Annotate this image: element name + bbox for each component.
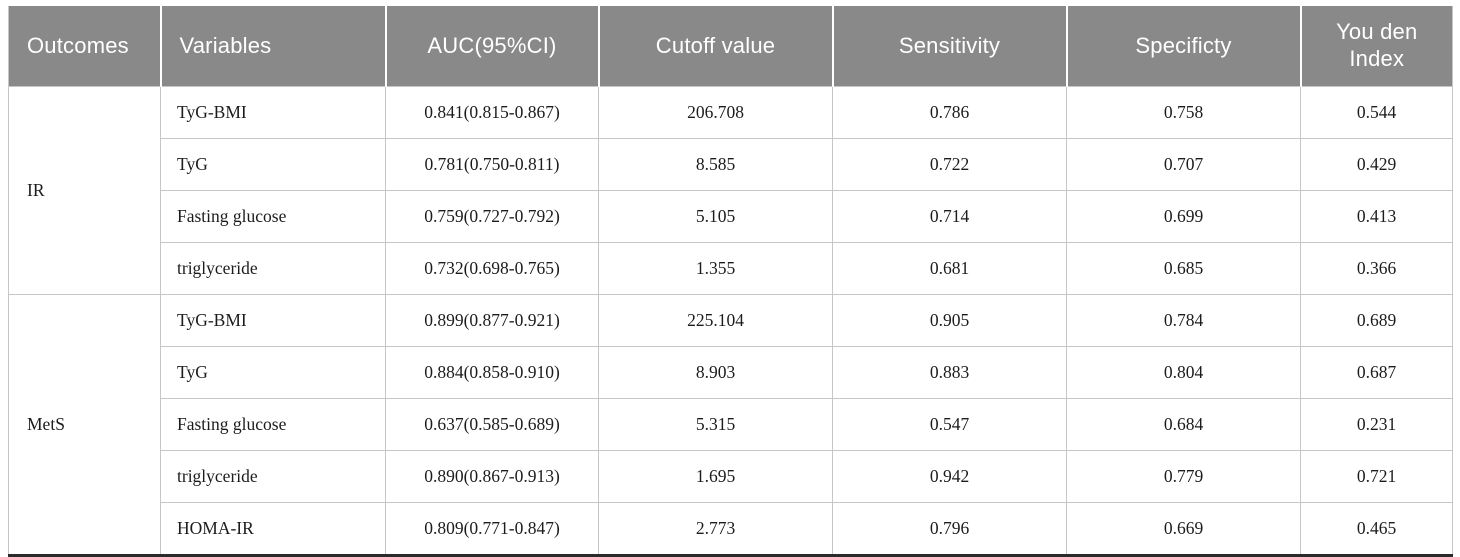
cell-sensitivity: 0.681 [832,242,1067,295]
cell-youden: 0.231 [1300,398,1453,451]
cell-cutoff: 1.695 [598,450,833,503]
cell-variable: Fasting glucose [160,398,386,451]
cell-youden: 0.465 [1300,502,1453,556]
header-row: Outcomes Variables AUC(95%CI) Cutoff val… [8,6,1453,87]
cell-variable: Fasting glucose [160,190,386,243]
cell-specificity: 0.804 [1066,346,1301,399]
cell-outcome-group: IR [8,86,161,295]
cell-sensitivity: 0.547 [832,398,1067,451]
cell-variable: HOMA-IR [160,502,386,556]
page: Outcomes Variables AUC(95%CI) Cutoff val… [8,6,1453,557]
table-row: TyG 0.884(0.858-0.910) 8.903 0.883 0.804… [9,346,1453,399]
column-header-sensitivity: Sensitivity [831,6,1067,87]
cell-specificity: 0.779 [1066,450,1301,503]
cell-variable: triglyceride [160,450,386,503]
cell-youden: 0.544 [1300,86,1453,139]
cell-cutoff: 5.105 [598,190,833,243]
table-row: triglyceride 0.732(0.698-0.765) 1.355 0.… [9,242,1453,295]
cell-variable: TyG [160,138,386,191]
cell-cutoff: 206.708 [598,86,833,139]
cell-auc: 0.781(0.750-0.811) [385,138,599,191]
cell-youden: 0.429 [1300,138,1453,191]
cell-youden: 0.689 [1300,294,1453,347]
cell-sensitivity: 0.905 [832,294,1067,347]
column-header-outcomes: Outcomes [8,6,161,87]
table-row: Fasting glucose 0.759(0.727-0.792) 5.105… [9,190,1453,243]
cell-specificity: 0.707 [1066,138,1301,191]
cell-auc: 0.884(0.858-0.910) [385,346,599,399]
cell-sensitivity: 0.722 [832,138,1067,191]
cell-variable: TyG [160,346,386,399]
cell-variable: TyG-BMI [160,294,386,347]
cell-sensitivity: 0.942 [832,450,1067,503]
cell-sensitivity: 0.796 [832,502,1067,556]
table-row: triglyceride 0.890(0.867-0.913) 1.695 0.… [9,450,1453,503]
cell-specificity: 0.685 [1066,242,1301,295]
cell-auc: 0.841(0.815-0.867) [385,86,599,139]
cell-auc: 0.759(0.727-0.792) [385,190,599,243]
cell-specificity: 0.699 [1066,190,1301,243]
cell-youden: 0.366 [1300,242,1453,295]
table-row: Fasting glucose 0.637(0.585-0.689) 5.315… [9,398,1453,451]
column-header-variables: Variables [159,6,386,87]
cell-specificity: 0.758 [1066,86,1301,139]
cell-youden: 0.413 [1300,190,1453,243]
table-row: MetS TyG-BMI 0.899(0.877-0.921) 225.104 … [8,294,1453,556]
cell-variable: TyG-BMI [160,86,386,139]
cell-auc: 0.890(0.867-0.913) [385,450,599,503]
cell-cutoff: 5.315 [598,398,833,451]
cell-sensitivity: 0.714 [832,190,1067,243]
cell-variable: triglyceride [160,242,386,295]
cell-cutoff: 1.355 [598,242,833,295]
cell-youden: 0.687 [1300,346,1453,399]
cell-sensitivity: 0.786 [832,86,1067,139]
cell-specificity: 0.784 [1066,294,1301,347]
table-row: HOMA-IR 0.809(0.771-0.847) 2.773 0.796 0… [9,502,1453,556]
cell-specificity: 0.684 [1066,398,1301,451]
column-header-cutoff-value: Cutoff value [597,6,833,87]
results-table: Outcomes Variables AUC(95%CI) Cutoff val… [8,6,1453,557]
cell-outcome-group: MetS [8,294,161,556]
cell-cutoff: 2.773 [598,502,833,556]
cell-cutoff: 225.104 [598,294,833,347]
cell-auc: 0.637(0.585-0.689) [385,398,599,451]
column-header-youden-index: You den Index [1299,6,1453,87]
cell-cutoff: 8.585 [598,138,833,191]
cell-youden: 0.721 [1300,450,1453,503]
column-header-auc: AUC(95%CI) [384,6,599,87]
cell-sensitivity: 0.883 [832,346,1067,399]
table-row: IR TyG-BMI 0.841(0.815-0.867) 206.708 0.… [8,86,1453,295]
column-header-specificity: Specificty [1065,6,1301,87]
cell-specificity: 0.669 [1066,502,1301,556]
table-row: TyG 0.781(0.750-0.811) 8.585 0.722 0.707… [9,138,1453,191]
cell-auc: 0.809(0.771-0.847) [385,502,599,556]
cell-cutoff: 8.903 [598,346,833,399]
cell-auc: 0.732(0.698-0.765) [385,242,599,295]
cell-auc: 0.899(0.877-0.921) [385,294,599,347]
